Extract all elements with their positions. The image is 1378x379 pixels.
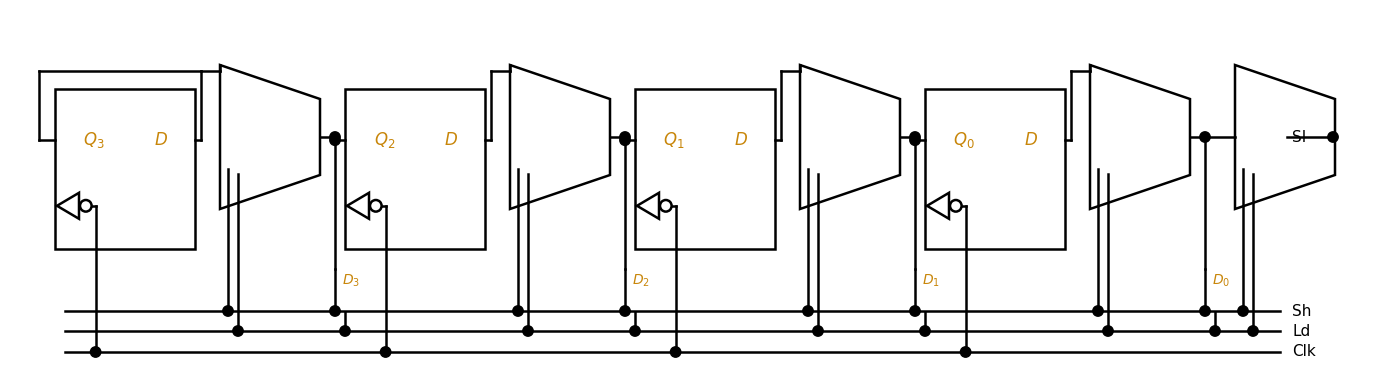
Text: $D_2$: $D_2$ <box>633 273 650 290</box>
Text: $D$: $D$ <box>444 132 459 149</box>
Circle shape <box>671 347 681 357</box>
Polygon shape <box>801 65 900 209</box>
Circle shape <box>371 200 382 211</box>
Text: $Q_0$: $Q_0$ <box>954 130 976 150</box>
Text: $D$: $D$ <box>1024 132 1039 149</box>
Circle shape <box>522 326 533 336</box>
Text: Sh: Sh <box>1293 304 1312 318</box>
Circle shape <box>233 326 243 336</box>
Circle shape <box>91 347 101 357</box>
Circle shape <box>630 326 641 336</box>
Circle shape <box>329 132 340 142</box>
Circle shape <box>1248 326 1258 336</box>
Circle shape <box>909 132 921 142</box>
Circle shape <box>803 306 813 316</box>
Polygon shape <box>220 65 320 209</box>
Polygon shape <box>510 65 610 209</box>
Polygon shape <box>1235 65 1335 209</box>
Circle shape <box>329 135 340 146</box>
Circle shape <box>1200 132 1210 142</box>
Circle shape <box>223 306 233 316</box>
Circle shape <box>620 306 630 316</box>
Circle shape <box>513 306 524 316</box>
Circle shape <box>1102 326 1113 336</box>
Circle shape <box>909 306 921 316</box>
Text: $D$: $D$ <box>734 132 748 149</box>
Circle shape <box>1200 306 1210 316</box>
Text: $D_3$: $D_3$ <box>342 273 360 290</box>
Text: $Q_3$: $Q_3$ <box>84 130 105 150</box>
Circle shape <box>1093 306 1104 316</box>
Text: $Q_1$: $Q_1$ <box>663 130 685 150</box>
Text: $D_1$: $D_1$ <box>922 273 940 290</box>
Circle shape <box>960 347 970 357</box>
Circle shape <box>1237 306 1248 316</box>
Circle shape <box>909 135 921 146</box>
Circle shape <box>1328 132 1338 142</box>
Circle shape <box>329 306 340 316</box>
Polygon shape <box>344 89 485 249</box>
Text: $D$: $D$ <box>154 132 168 149</box>
Circle shape <box>1210 326 1220 336</box>
Circle shape <box>919 326 930 336</box>
Circle shape <box>80 200 91 211</box>
Text: Ld: Ld <box>1293 324 1310 338</box>
Text: $Q_2$: $Q_2$ <box>373 130 395 150</box>
Polygon shape <box>55 89 196 249</box>
Circle shape <box>949 200 962 211</box>
Circle shape <box>620 135 630 146</box>
Circle shape <box>660 200 671 211</box>
Polygon shape <box>1090 65 1191 209</box>
Text: $D_0$: $D_0$ <box>1213 273 1231 290</box>
Circle shape <box>340 326 350 336</box>
Polygon shape <box>635 89 774 249</box>
Circle shape <box>813 326 823 336</box>
Text: SI: SI <box>1293 130 1306 144</box>
Text: Clk: Clk <box>1293 345 1316 360</box>
Polygon shape <box>925 89 1065 249</box>
Circle shape <box>620 132 630 142</box>
Circle shape <box>380 347 391 357</box>
